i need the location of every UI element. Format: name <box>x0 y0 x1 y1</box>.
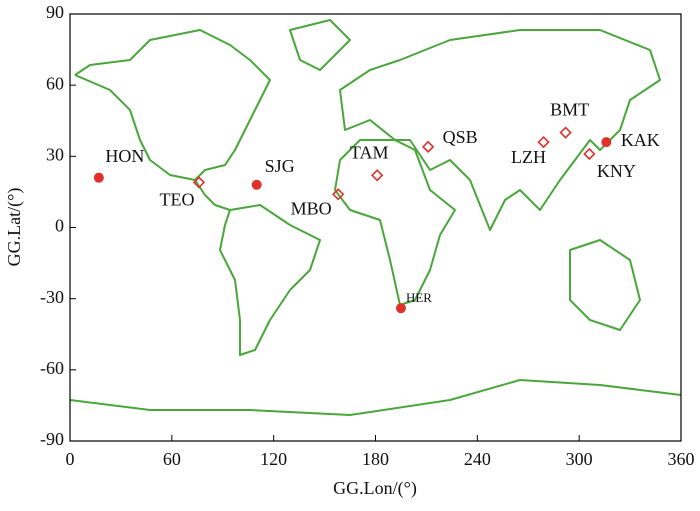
x-axis-label: GG.Lon/(°) <box>333 478 417 499</box>
station-marker <box>332 188 345 201</box>
station-marker <box>583 147 596 161</box>
x-tick-label: 300 <box>566 449 593 469</box>
x-tick-label: 0 <box>66 449 75 469</box>
station-label: BMT <box>550 100 589 120</box>
coastline <box>69 379 682 416</box>
station-label: TAM <box>350 142 389 162</box>
x-tick-label: 60 <box>163 449 181 469</box>
station-marker <box>601 137 612 148</box>
y-tick-label: -60 <box>40 358 64 378</box>
station-marker <box>371 169 384 182</box>
coastline <box>569 239 641 331</box>
station-label: HER <box>406 290 432 305</box>
x-tick-label: 360 <box>668 449 695 469</box>
coastline <box>74 29 271 211</box>
station-label: TEO <box>159 190 194 210</box>
station-label: SJG <box>265 156 295 176</box>
y-tick-label: 0 <box>55 216 64 236</box>
station-marker <box>192 176 206 189</box>
plot-frame <box>69 13 682 442</box>
x-tick-label: 120 <box>260 449 287 469</box>
y-axis-label: GG.Lat/(°) <box>4 188 25 267</box>
station-marker <box>559 126 572 139</box>
y-tick-label: 30 <box>46 144 64 164</box>
coastline <box>219 204 321 356</box>
y-tick-label: 60 <box>46 73 64 93</box>
station-label: QSB <box>443 127 478 147</box>
x-tick-label: 180 <box>362 449 389 469</box>
station-label: HON <box>105 146 144 166</box>
station-label: MBO <box>291 198 332 218</box>
coastlines <box>69 19 682 416</box>
y-tick-label: -30 <box>40 287 64 307</box>
station-marker <box>93 172 104 183</box>
station-label: LZH <box>511 147 546 167</box>
coastline <box>334 139 456 306</box>
station-label: KAK <box>621 130 660 150</box>
station-marker <box>251 179 262 190</box>
y-tick-label: 90 <box>46 2 64 22</box>
coastline <box>289 19 351 71</box>
station-marker <box>421 140 435 153</box>
station-marker <box>537 135 550 149</box>
coastline <box>339 29 661 231</box>
x-tick-label: 240 <box>464 449 491 469</box>
station-label: KNY <box>597 161 636 181</box>
y-tick-label: -90 <box>40 429 64 449</box>
station-marker <box>395 303 406 314</box>
